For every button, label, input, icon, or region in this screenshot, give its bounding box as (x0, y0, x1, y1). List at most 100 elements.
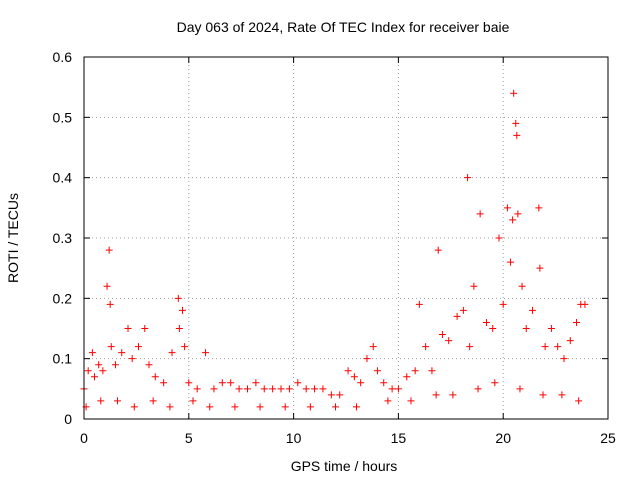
data-point (503, 204, 511, 212)
data-point (575, 397, 583, 405)
data-point (539, 391, 547, 399)
y-tick-label: 0.2 (53, 290, 73, 306)
data-point (306, 403, 314, 411)
data-point (88, 349, 96, 357)
data-point (547, 325, 555, 332)
y-tick-label: 0 (64, 411, 72, 427)
data-point (260, 385, 268, 393)
data-point (285, 385, 293, 393)
data-point (193, 385, 201, 393)
data-point (474, 385, 482, 393)
data-point (369, 343, 377, 351)
data-point (581, 300, 589, 308)
data-point (336, 391, 344, 399)
data-point (168, 349, 176, 357)
data-point (566, 337, 574, 345)
data-point (560, 355, 568, 363)
data-point (294, 379, 302, 387)
data-point (380, 379, 388, 387)
data-point (522, 325, 530, 332)
data-point (124, 325, 132, 332)
data-point (407, 397, 415, 405)
data-point (554, 343, 562, 351)
data-point (218, 379, 226, 387)
data-point (512, 119, 520, 127)
data-point (422, 343, 430, 351)
data-point (103, 282, 111, 290)
x-tick-label: 10 (286, 430, 302, 446)
x-tick-label: 5 (185, 430, 193, 446)
data-point (210, 385, 218, 393)
data-point (513, 131, 521, 139)
data-point (179, 306, 187, 314)
data-point (128, 355, 136, 363)
data-point (174, 294, 182, 302)
data-point (453, 312, 461, 320)
data-point (449, 391, 457, 399)
data-point (434, 246, 442, 254)
data-point (507, 258, 515, 266)
data-point (363, 355, 371, 363)
data-point (106, 300, 114, 308)
data-point (235, 385, 243, 393)
data-point (384, 397, 392, 405)
data-point (352, 403, 360, 411)
data-point (529, 306, 537, 314)
data-point (432, 391, 440, 399)
data-point (145, 361, 153, 369)
x-tick-label: 25 (600, 430, 616, 446)
data-point (510, 89, 518, 97)
data-point (573, 318, 581, 326)
data-point (111, 361, 119, 369)
data-point (97, 397, 105, 405)
data-point (499, 300, 507, 308)
data-point (141, 325, 149, 332)
x-tick-label: 20 (495, 430, 511, 446)
y-tick-label: 0.1 (53, 351, 73, 367)
x-tick-label: 15 (391, 430, 407, 446)
data-point (394, 385, 402, 393)
y-tick-label: 0.3 (53, 230, 73, 246)
data-point (175, 325, 183, 332)
data-point (281, 403, 289, 411)
data-point (344, 367, 352, 375)
data-point (130, 403, 138, 411)
data-point (388, 385, 396, 393)
data-point (302, 385, 310, 393)
data-point (332, 403, 340, 411)
x-tick-label: 0 (80, 430, 88, 446)
y-tick-label: 0.4 (53, 170, 73, 186)
data-point (464, 174, 472, 182)
data-point (231, 403, 239, 411)
data-point (438, 331, 446, 339)
y-axis-label: ROTI / TECUs (5, 193, 21, 283)
data-point (277, 385, 285, 393)
y-tick-label: 0.6 (53, 49, 73, 65)
data-point (185, 379, 193, 387)
data-point (134, 343, 142, 351)
data-point (189, 397, 197, 405)
data-point (256, 403, 264, 411)
data-point (327, 391, 335, 399)
data-point (541, 343, 549, 351)
data-point (509, 216, 517, 224)
data-point (105, 246, 113, 254)
axis-ticks: 0 5 10 15 20 25 0 0.1 0.2 0.3 0.4 0.5 0.6 (53, 49, 616, 446)
data-point (90, 373, 98, 381)
data-point (476, 210, 484, 218)
data-point (428, 367, 436, 375)
chart-title: Day 063 of 2024, Rate Of TEC Index for r… (177, 19, 510, 35)
data-point (151, 373, 159, 381)
data-point (202, 349, 210, 357)
data-point (373, 367, 381, 375)
data-point (459, 306, 467, 314)
data-point (166, 403, 174, 411)
data-point (227, 379, 235, 387)
data-point (470, 282, 478, 290)
data-points (80, 89, 589, 411)
data-point (514, 210, 522, 218)
data-point (357, 379, 365, 387)
data-point (411, 367, 419, 375)
x-axis-label: GPS time / hours (291, 458, 398, 474)
